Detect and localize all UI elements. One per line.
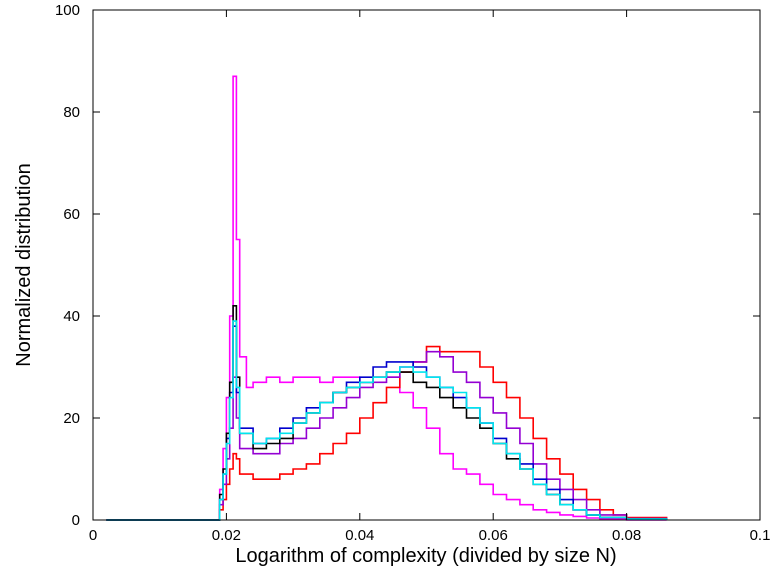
y-tick-label: 80 xyxy=(63,104,80,121)
series-layer xyxy=(106,75,668,521)
x-tick-label: 0.1 xyxy=(750,527,771,544)
series-line-5 xyxy=(106,320,668,521)
x-tick-label: 0 xyxy=(89,527,97,544)
y-tick-label: 40 xyxy=(63,308,80,325)
y-axis-title: Normalized distribution xyxy=(13,163,35,366)
y-tick-label: 0 xyxy=(72,512,80,529)
x-tick-label: 0.02 xyxy=(212,527,241,544)
series-line-0 xyxy=(106,75,667,521)
y-tick-label: 100 xyxy=(55,2,80,19)
x-tick-label: 0.04 xyxy=(345,527,374,544)
x-tick-label: 0.08 xyxy=(612,527,641,544)
series-line-1 xyxy=(106,345,668,521)
plot-frame xyxy=(92,9,761,521)
series-line-3 xyxy=(106,325,668,521)
series-line-4 xyxy=(106,305,668,521)
y-tick-label: 60 xyxy=(63,206,80,223)
x-axis-title: Logarithm of complexity (divided by size… xyxy=(235,545,616,567)
y-tick-label: 20 xyxy=(63,410,80,427)
x-tick-label: 0.06 xyxy=(479,527,508,544)
ticks-layer: 0 0.02 0.04 0.06 0.08 0.1 0 20 40 60 80 100 xyxy=(55,2,770,544)
